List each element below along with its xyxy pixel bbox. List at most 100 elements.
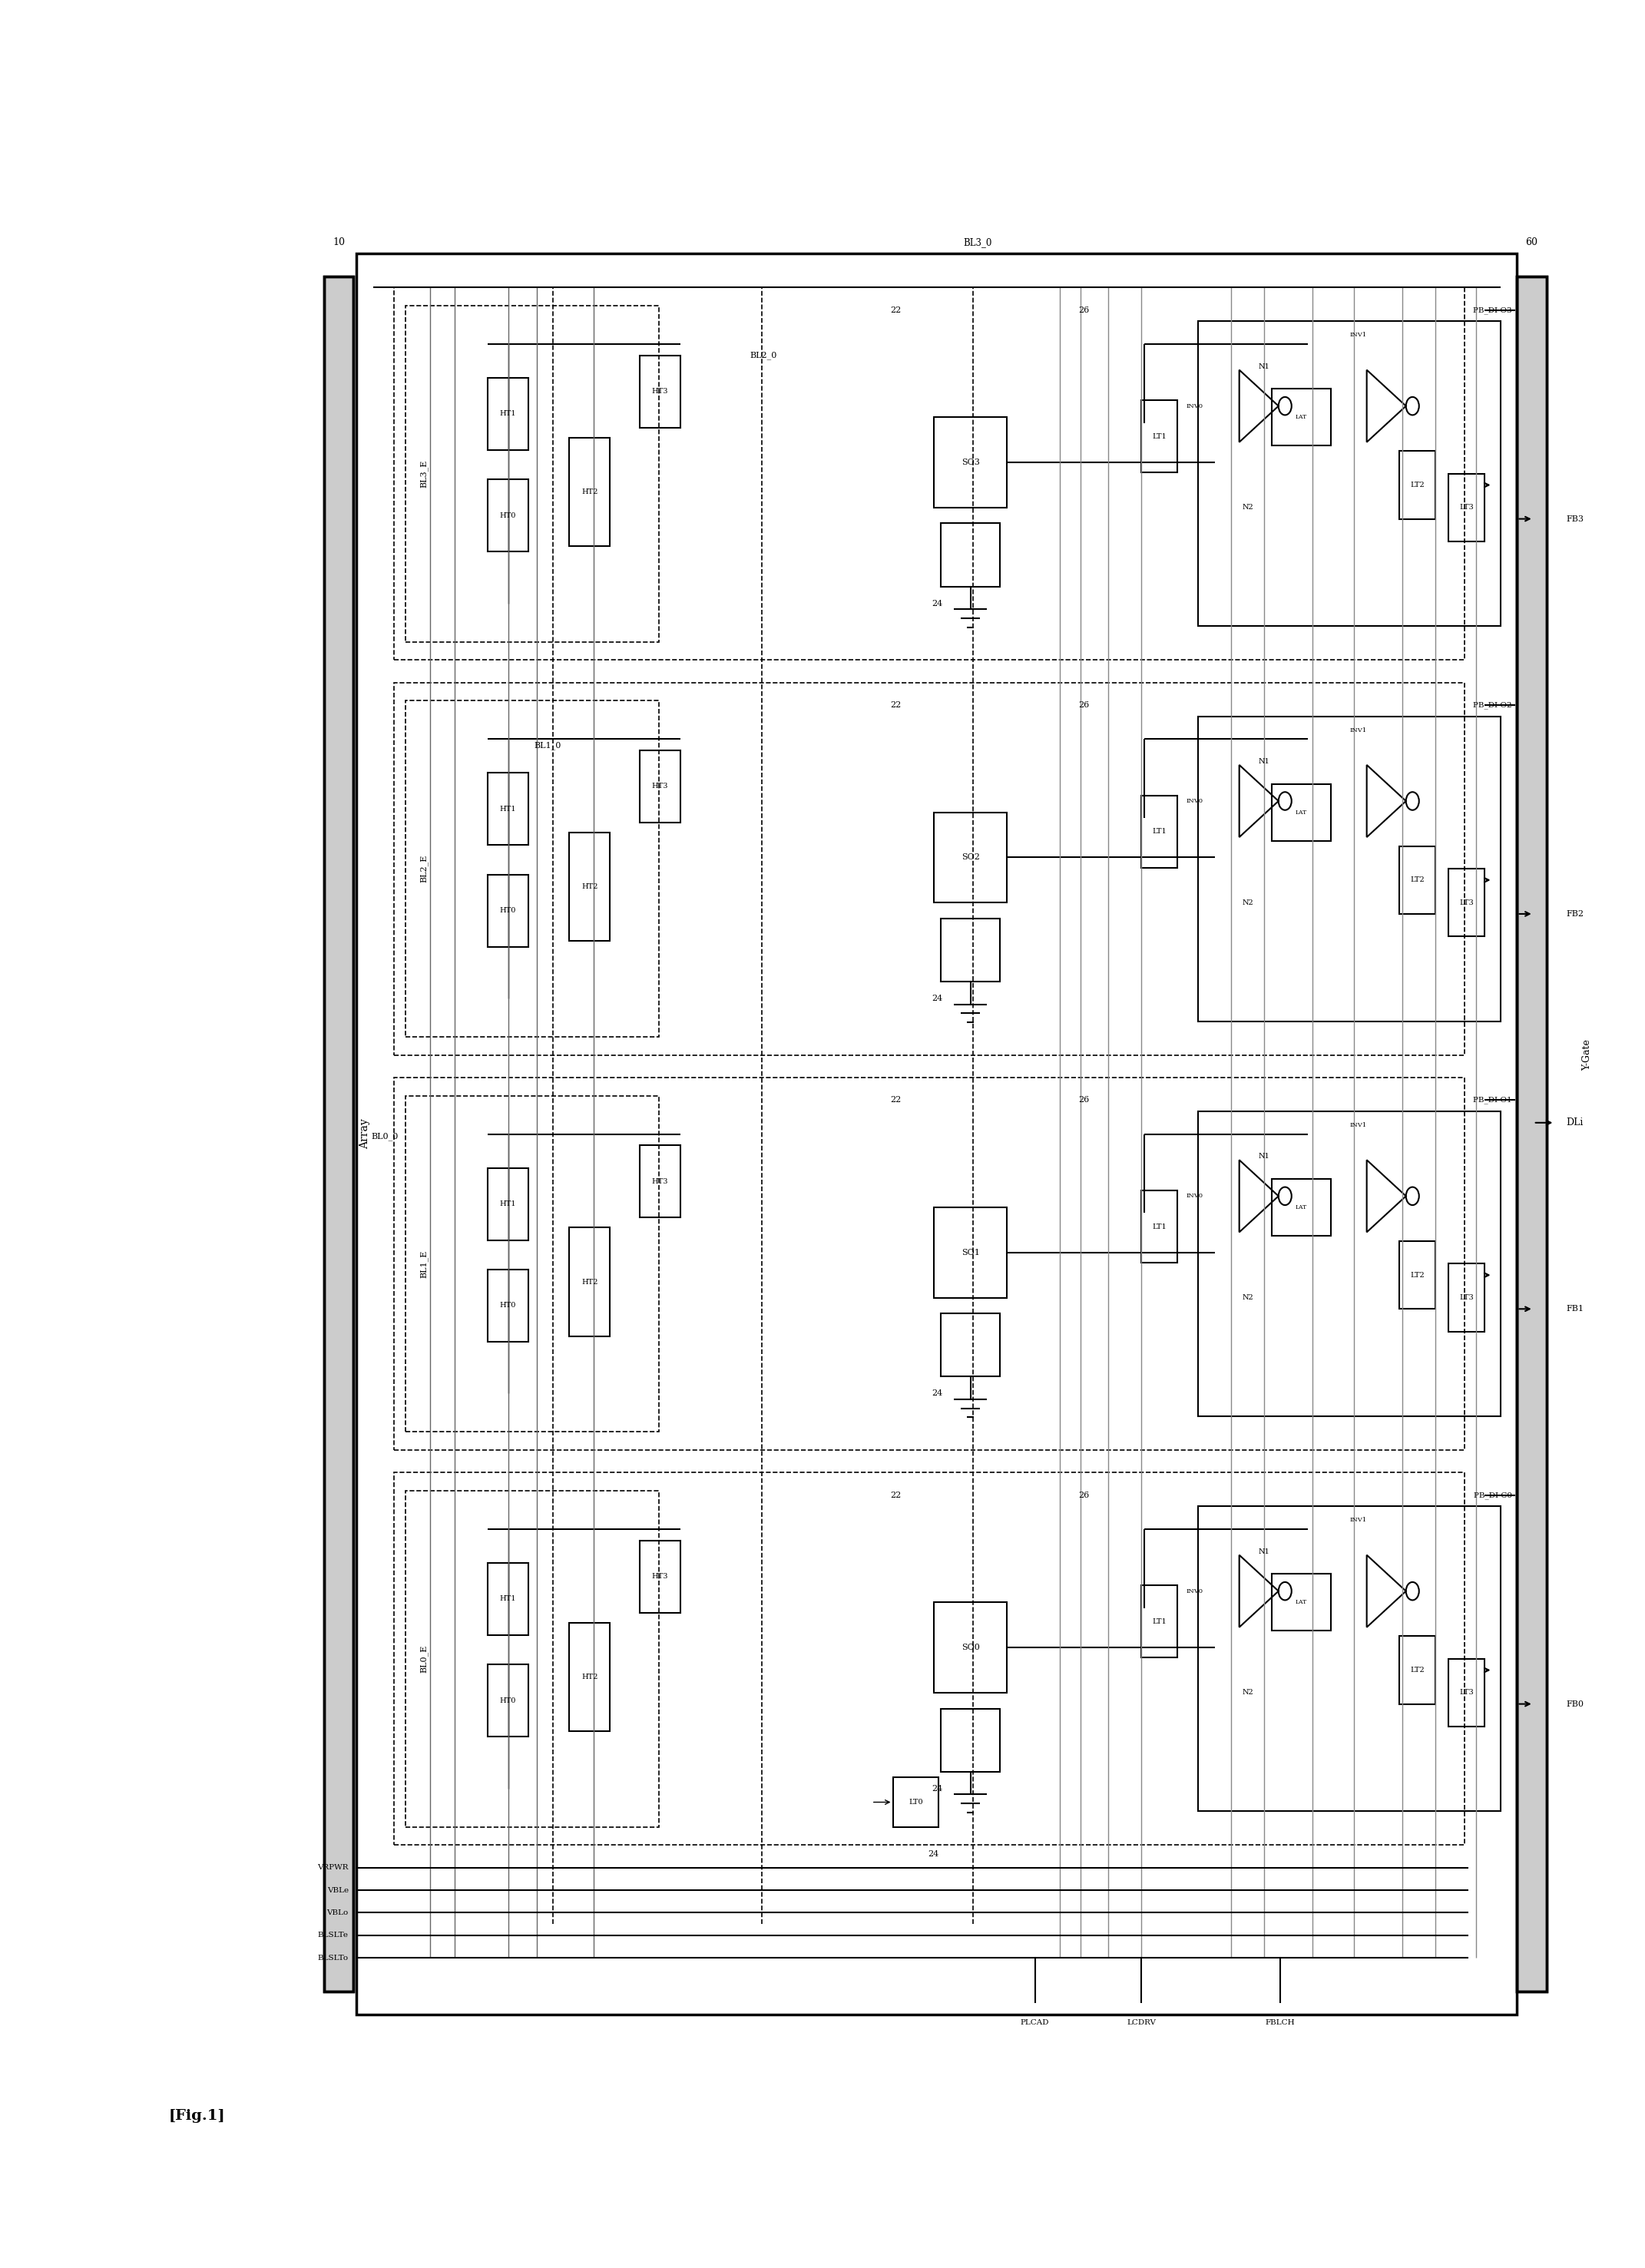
Text: N2: N2	[1242, 1690, 1253, 1696]
Text: INV1: INV1	[1351, 331, 1367, 338]
Bar	[640, 356, 681, 426]
Bar	[1449, 474, 1484, 542]
Text: LT1: LT1	[1152, 1222, 1166, 1229]
Text: 22: 22	[890, 306, 901, 313]
Text: SO2: SO2	[961, 853, 979, 862]
Text: 24: 24	[931, 1785, 943, 1792]
Bar	[487, 479, 528, 551]
Bar	[1199, 717, 1500, 1021]
Bar	[1400, 846, 1436, 914]
Bar	[487, 773, 528, 846]
Text: HT1: HT1	[500, 805, 517, 812]
Text: LCDRV: LCDRV	[1127, 2019, 1156, 2025]
Text: BL0_E: BL0_E	[419, 1644, 428, 1674]
Text: SO3: SO3	[961, 458, 979, 467]
Text: PB_DI O1: PB_DI O1	[1474, 1095, 1512, 1105]
Text: LT3: LT3	[1459, 898, 1474, 907]
Bar	[1272, 1179, 1331, 1236]
Bar	[406, 1490, 660, 1828]
Bar	[893, 1778, 939, 1828]
Text: PB_DI C0: PB_DI C0	[1474, 1492, 1512, 1499]
Text: LT2: LT2	[1410, 1272, 1425, 1279]
Text: HT3: HT3	[651, 1574, 668, 1581]
Bar	[487, 1270, 528, 1343]
Bar	[1142, 1191, 1178, 1263]
Text: HT0: HT0	[500, 1696, 517, 1703]
Text: 26: 26	[1079, 701, 1089, 710]
Bar	[934, 417, 1007, 508]
Text: 24: 24	[931, 599, 943, 608]
Text: LT0: LT0	[908, 1799, 923, 1805]
Text: LAT: LAT	[1296, 810, 1308, 816]
Text: 60: 60	[1525, 238, 1538, 247]
Bar	[1400, 1635, 1436, 1703]
Text: BL3_E: BL3_E	[419, 460, 428, 488]
Text: 26: 26	[1079, 1492, 1089, 1499]
Text: HT0: HT0	[500, 513, 517, 519]
Text: [Fig.1]: [Fig.1]	[169, 2109, 225, 2123]
Bar	[406, 1095, 660, 1431]
Text: 24: 24	[928, 1851, 939, 1857]
Bar	[1142, 1585, 1178, 1658]
Text: HT1: HT1	[500, 411, 517, 417]
Text: HT2: HT2	[581, 882, 597, 891]
Bar	[934, 812, 1007, 903]
Bar	[487, 1168, 528, 1241]
Bar	[941, 919, 1000, 982]
Bar	[941, 1708, 1000, 1771]
Bar	[941, 524, 1000, 587]
Text: SO0: SO0	[961, 1644, 979, 1651]
Text: BL0_0: BL0_0	[370, 1132, 398, 1141]
Text: 10: 10	[332, 238, 345, 247]
Text: 22: 22	[890, 1492, 901, 1499]
Text: SO1: SO1	[961, 1250, 979, 1256]
Text: VBLe: VBLe	[327, 1887, 349, 1894]
Text: LT2: LT2	[1410, 878, 1425, 885]
Text: LAT: LAT	[1296, 415, 1308, 420]
Text: PLCAD: PLCAD	[1020, 2019, 1050, 2025]
Bar	[934, 1207, 1007, 1297]
Text: Array: Array	[360, 1118, 370, 1150]
Text: INV1: INV1	[1351, 1123, 1367, 1129]
Text: LAT: LAT	[1296, 1204, 1308, 1211]
Text: LT3: LT3	[1459, 1690, 1474, 1696]
Text: HT0: HT0	[500, 1302, 517, 1309]
Bar	[406, 306, 660, 642]
Text: LT2: LT2	[1410, 1667, 1425, 1674]
Bar	[324, 277, 354, 1991]
Text: BL2_E: BL2_E	[419, 855, 428, 882]
Text: BL3_0: BL3_0	[964, 238, 992, 247]
Text: N1: N1	[1258, 1152, 1270, 1159]
Bar	[1449, 869, 1484, 937]
Bar	[324, 277, 354, 1991]
Text: VRPWR: VRPWR	[317, 1864, 349, 1871]
Bar	[1199, 322, 1500, 626]
Bar	[934, 1603, 1007, 1692]
Text: 22: 22	[890, 701, 901, 710]
Bar	[1142, 796, 1178, 869]
Text: FB0: FB0	[1566, 1701, 1584, 1708]
Bar	[1449, 1658, 1484, 1726]
Bar	[1272, 1574, 1331, 1631]
Text: FBLCH: FBLCH	[1265, 2019, 1295, 2025]
Text: LT2: LT2	[1410, 481, 1425, 488]
Text: LT1: LT1	[1152, 433, 1166, 440]
Bar	[1400, 451, 1436, 519]
Bar	[569, 438, 610, 547]
Text: N1: N1	[1258, 758, 1270, 764]
Text: HT2: HT2	[581, 488, 597, 494]
Bar	[640, 751, 681, 823]
Text: INV0: INV0	[1186, 404, 1202, 408]
Text: Y-Gate: Y-Gate	[1582, 1039, 1592, 1070]
Text: INV1: INV1	[1351, 1517, 1367, 1524]
Bar	[1449, 1263, 1484, 1331]
Text: HT1: HT1	[500, 1597, 517, 1603]
Text: DLi: DLi	[1566, 1118, 1582, 1127]
Bar	[1142, 401, 1178, 472]
Bar	[1517, 277, 1546, 1991]
Bar	[487, 379, 528, 449]
Bar	[487, 875, 528, 946]
Bar	[1272, 785, 1331, 841]
Text: N2: N2	[1242, 503, 1253, 510]
Bar	[941, 1313, 1000, 1377]
